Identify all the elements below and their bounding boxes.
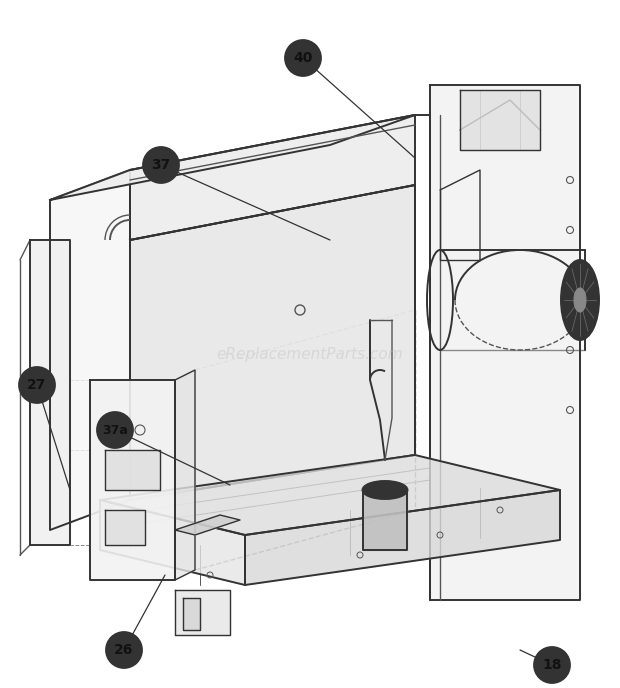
Circle shape — [97, 412, 133, 448]
Text: 27: 27 — [27, 378, 46, 392]
Ellipse shape — [561, 260, 599, 340]
Circle shape — [534, 647, 570, 683]
Polygon shape — [245, 490, 560, 585]
Polygon shape — [105, 450, 160, 490]
Polygon shape — [100, 500, 245, 585]
Polygon shape — [183, 598, 200, 630]
Circle shape — [285, 40, 321, 76]
Polygon shape — [430, 85, 580, 600]
Polygon shape — [130, 185, 415, 500]
Circle shape — [19, 367, 55, 403]
Polygon shape — [100, 455, 560, 535]
Circle shape — [106, 632, 142, 668]
Text: 26: 26 — [114, 643, 134, 657]
Polygon shape — [175, 370, 195, 580]
Polygon shape — [460, 90, 540, 150]
Polygon shape — [30, 240, 70, 545]
Text: 37: 37 — [151, 158, 171, 172]
Polygon shape — [105, 510, 145, 545]
Polygon shape — [130, 185, 415, 500]
Polygon shape — [50, 170, 130, 530]
Ellipse shape — [574, 288, 586, 312]
Polygon shape — [130, 115, 415, 240]
Polygon shape — [175, 590, 230, 635]
Polygon shape — [90, 380, 175, 580]
Polygon shape — [50, 115, 415, 200]
Polygon shape — [363, 490, 407, 550]
Text: 18: 18 — [542, 658, 562, 672]
Text: eReplacementParts.com: eReplacementParts.com — [216, 347, 404, 363]
Polygon shape — [175, 515, 240, 535]
Ellipse shape — [363, 481, 407, 499]
Circle shape — [143, 147, 179, 183]
Text: 40: 40 — [293, 51, 312, 65]
Text: 37a: 37a — [102, 424, 128, 436]
